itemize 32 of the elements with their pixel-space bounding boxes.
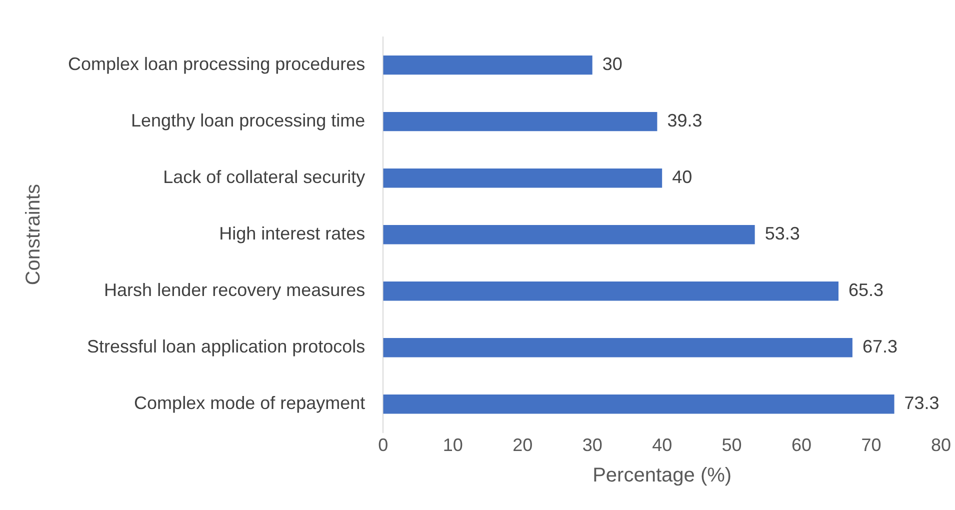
data-label: 73.3 [904, 393, 940, 414]
x-tick-label: 40 [652, 435, 672, 456]
x-tick-label: 60 [792, 435, 812, 456]
x-tick-label: 20 [512, 435, 533, 456]
x-tick-label: 70 [861, 435, 882, 456]
y-tick-label: Complex mode of repayment [134, 393, 366, 414]
data-label: 40 [672, 167, 692, 188]
bar [383, 338, 852, 358]
bar [383, 55, 592, 75]
data-label: 65.3 [848, 280, 884, 300]
data-label: 30 [602, 54, 622, 74]
x-axis-title: Percentage (%) [592, 464, 732, 487]
x-tick-label: 10 [442, 435, 463, 456]
y-tick-label: Complex loan processing procedures [68, 54, 366, 74]
x-tick-label: 80 [930, 435, 952, 456]
data-label: 53.3 [764, 224, 800, 244]
bar [383, 224, 755, 244]
y-tick-label: Lack of collateral security [163, 167, 366, 188]
bar [383, 168, 662, 188]
data-label: 39.3 [667, 110, 702, 131]
data-label: 67.3 [862, 336, 898, 357]
bar [383, 112, 658, 132]
x-tick-label: 50 [722, 435, 742, 456]
x-tick-label: 0 [378, 435, 388, 456]
y-axis-title: Constraints [22, 184, 45, 286]
bar [383, 282, 838, 301]
bar [383, 394, 894, 414]
y-tick-label: Lengthy loan processing time [131, 110, 366, 131]
y-tick-label: Harsh lender recovery measures [104, 280, 366, 300]
y-tick-label: Stressful loan application protocols [87, 336, 366, 357]
x-tick-label: 30 [582, 435, 602, 456]
y-tick-label: High interest rates [219, 224, 366, 244]
